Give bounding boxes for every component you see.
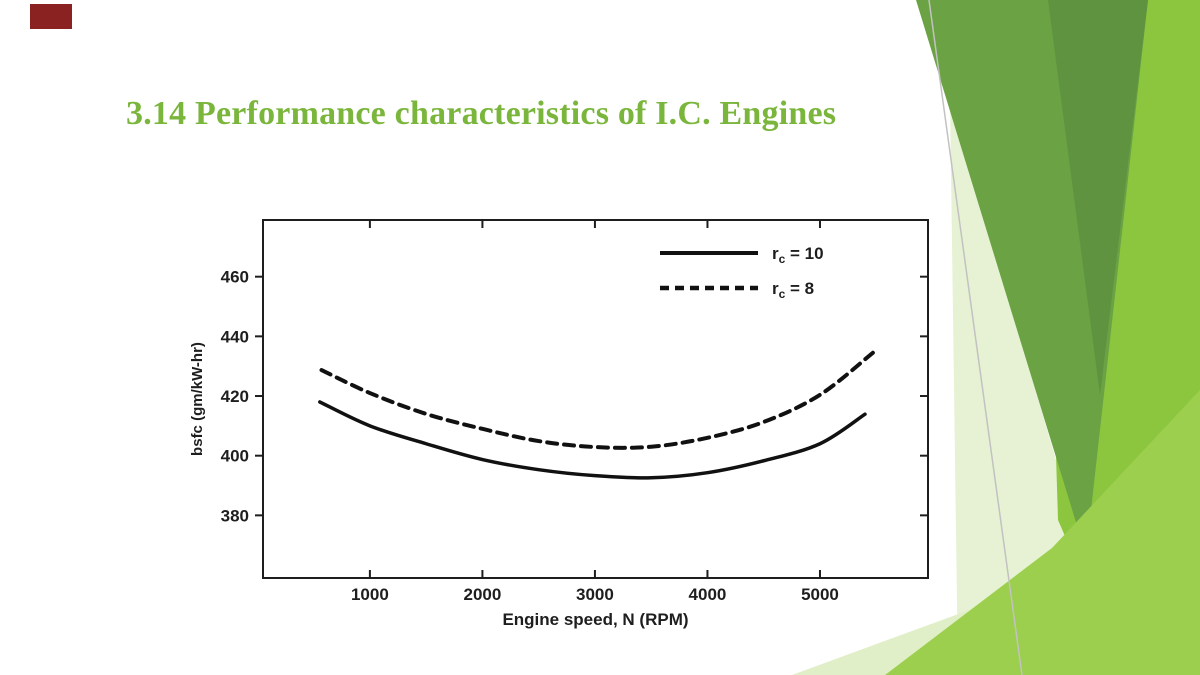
plot-frame [262,219,929,579]
x-tick-label: 1000 [351,585,389,604]
red-accent-bar [30,4,72,29]
bg-shape-dark-overlap [1048,0,1148,395]
bg-shape-bright-bottom [885,390,1200,675]
x-tick-label: 2000 [464,585,502,604]
x-tick-label: 5000 [801,585,839,604]
bsfc-chart-canvas: 1000 2000 3000 4000 5000 460 440 420 400 380 Engin… [189,219,929,629]
bg-shape-pale-mid [950,100,1088,675]
legend-label: rc = 8 [772,279,814,301]
bsfc-chart: 1000 2000 3000 4000 5000 460 440 420 400 380 Engin… [180,210,950,640]
x-tick-label: 4000 [689,585,727,604]
bg-edge-line [928,0,1023,675]
curve-rc10 [318,400,867,480]
y-axis-label: bsfc (gm/kW-hr) [189,342,206,456]
y-tick-label: 380 [221,506,249,525]
y-tick-label: 420 [221,387,249,406]
slide-title: 3.14 Performance characteristics of I.C.… [126,95,837,132]
x-tick-label: 3000 [576,585,614,604]
y-tick-label: 440 [221,327,249,346]
legend-label: rc = 10 [772,244,824,266]
curve-rc8 [319,350,875,450]
x-axis-label: Engine speed, N (RPM) [502,610,688,629]
y-tick-label: 400 [221,447,249,466]
y-tick-label: 460 [221,268,249,287]
